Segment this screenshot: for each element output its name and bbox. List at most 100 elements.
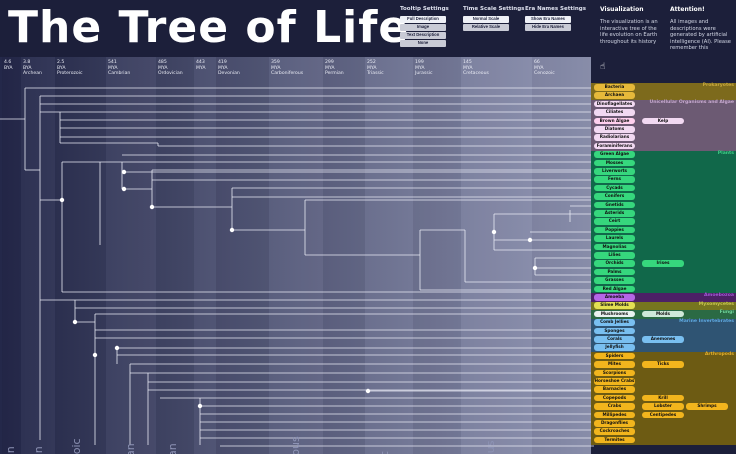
leaf-node[interactable]: Orchids	[594, 260, 635, 267]
era-vertical-label: rous	[289, 436, 302, 454]
tick-value: 299	[325, 60, 334, 65]
time-tick: 4.6 BYA	[4, 60, 13, 71]
leaf-node[interactable]: Termites	[594, 436, 635, 444]
tree-node[interactable]	[121, 169, 127, 175]
leaf-node[interactable]: Magnolias	[594, 243, 635, 251]
leaf-node-secondary[interactable]: Irises	[642, 260, 684, 267]
normal-scale-button[interactable]: Normal Scale	[463, 16, 509, 23]
leaf-node[interactable]: Sponges	[594, 327, 635, 335]
leaf-node[interactable]: Brown Algae	[594, 117, 635, 125]
era-column	[532, 57, 591, 454]
leaf-node[interactable]: Jellyfish	[594, 344, 635, 351]
leaf-node[interactable]: Amoeba	[594, 294, 635, 301]
leaf-node[interactable]: Corals	[594, 336, 635, 343]
tooltip-none-button[interactable]: None	[400, 40, 446, 47]
leaf-node[interactable]: Mosses	[594, 159, 635, 167]
leaf-node[interactable]: Gnetids	[594, 201, 635, 209]
leaf-node[interactable]: Mites	[594, 361, 635, 368]
attention-heading: Attention!	[670, 6, 705, 13]
era-column	[2, 57, 21, 454]
era-column	[194, 57, 216, 454]
leaf-node-secondary[interactable]: Kelp	[642, 117, 684, 125]
tree-node[interactable]	[92, 352, 98, 358]
leaf-node[interactable]: Radiolarians	[594, 134, 635, 141]
tick-value: 3.8	[23, 60, 31, 65]
page-title: The Tree of Life	[8, 2, 410, 53]
era-vertical-label: zoic	[70, 438, 83, 454]
era-names-settings-title: Era Names Settings	[525, 6, 587, 12]
tree-node[interactable]	[527, 237, 533, 243]
leaf-node[interactable]: Conifers	[594, 193, 635, 200]
leaf-node[interactable]: Dinoflagellates	[594, 100, 635, 108]
leaf-node[interactable]: Ferns	[594, 176, 635, 183]
time-tick: 3.8 BYA Archean	[23, 60, 42, 77]
tick-unit: MYA	[463, 65, 473, 71]
time-tick: 2.5 BYA Proterozoic	[57, 60, 83, 77]
tooltip-text-description-button[interactable]: Text Description	[400, 32, 446, 39]
leaf-node[interactable]: Spiders	[594, 352, 635, 360]
leaf-node[interactable]: Cockroaches	[594, 428, 635, 435]
tree-node[interactable]	[532, 265, 538, 271]
tooltip-full-description-button[interactable]: Full Description	[400, 16, 446, 23]
time-tick: 359 MYA Carboniferous	[271, 60, 303, 77]
leaf-node[interactable]: Poppies	[594, 226, 635, 234]
time-scale-settings: Time Scale Settings Normal Scale Relativ…	[463, 6, 524, 32]
group-label: Arthropods	[704, 352, 734, 358]
time-tick: 145 MYA Cretaceous	[463, 60, 489, 77]
leaf-node[interactable]: Slime Molds	[594, 302, 635, 309]
leaf-node[interactable]: Mushrooms	[594, 310, 635, 318]
leaf-node[interactable]: Archaea	[594, 92, 635, 99]
tick-unit: MYA	[158, 65, 168, 71]
leaf-node[interactable]: Liverworts	[594, 168, 635, 175]
leaf-node[interactable]: Lilies	[594, 252, 635, 259]
leaf-node[interactable]: Barnacles	[594, 386, 635, 393]
leaf-node[interactable]: Millipedes	[594, 411, 635, 419]
tree-node[interactable]	[491, 229, 497, 235]
era-vertical-label: ian	[124, 443, 137, 454]
tree-node[interactable]	[197, 403, 203, 409]
leaf-node[interactable]: Red Algae	[594, 285, 635, 293]
leaf-node-secondary[interactable]: Anemones	[642, 336, 684, 343]
leaf-node[interactable]: Green Algae	[594, 151, 635, 158]
leaf-node[interactable]: Laurels	[594, 235, 635, 242]
leaf-node-secondary[interactable]: Centipedes	[642, 411, 684, 419]
leaf-node[interactable]: Palms	[594, 268, 635, 276]
leaf-node[interactable]: Ceirt	[594, 218, 635, 225]
tree-node[interactable]	[121, 186, 127, 192]
leaf-node-secondary[interactable]: Ticks	[642, 361, 684, 368]
tree-node[interactable]	[114, 345, 120, 351]
leaf-node[interactable]: Bacteria	[594, 84, 635, 91]
tick-era: Cambrian	[108, 71, 131, 76]
tree-node[interactable]	[229, 227, 235, 233]
tree-node[interactable]	[59, 197, 65, 203]
leaf-node[interactable]: Comb Jellies	[594, 319, 635, 326]
tick-value: 485	[158, 60, 167, 65]
leaf-node[interactable]: Copepods	[594, 394, 635, 402]
relative-scale-button[interactable]: Relative Scale	[463, 24, 509, 31]
tick-era: Triassic	[367, 71, 384, 76]
leaf-node[interactable]: Asterids	[594, 210, 635, 217]
tooltip-image-button[interactable]: Image	[400, 24, 446, 31]
leaf-node[interactable]: Crabs	[594, 403, 635, 410]
tree-node[interactable]	[149, 204, 155, 210]
leaf-node[interactable]: Diatoms	[594, 126, 635, 133]
era-column	[323, 57, 365, 454]
leaf-node[interactable]: Cycads	[594, 184, 635, 192]
visualization-heading: Visualization	[600, 6, 644, 13]
leaf-node-secondary[interactable]: Krill	[642, 394, 684, 402]
era-column	[21, 57, 55, 454]
tick-unit: BYA	[23, 65, 32, 71]
show-era-names-button[interactable]: Show Era Names	[525, 16, 571, 23]
leaf-node[interactable]: Horseshoe Crabs	[594, 378, 635, 385]
leaf-node-secondary[interactable]: Lobster	[642, 403, 684, 410]
leaf-node-secondary[interactable]: Molds	[642, 310, 684, 318]
tree-node[interactable]	[365, 388, 371, 394]
leaf-node[interactable]: Scorpions	[594, 369, 635, 377]
leaf-node[interactable]: Ciliates	[594, 109, 635, 116]
leaf-node[interactable]: Dragonflies	[594, 420, 635, 427]
leaf-node[interactable]: Grasses	[594, 277, 635, 284]
leaf-node-secondary[interactable]: Shrimps	[686, 403, 728, 410]
hide-era-names-button[interactable]: Hide Era Names	[525, 24, 571, 31]
leaf-node[interactable]: Foraminiferans	[594, 142, 635, 150]
tree-node[interactable]	[72, 319, 78, 325]
